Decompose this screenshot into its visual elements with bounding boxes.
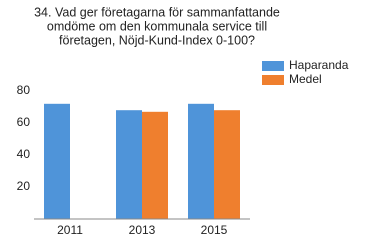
bar [188, 103, 214, 219]
bar [214, 110, 240, 219]
legend-swatch [262, 75, 284, 85]
y-tick-label: 80 [17, 83, 31, 97]
y-tick-label: 20 [17, 179, 31, 193]
bar [142, 111, 168, 219]
bar [116, 110, 142, 219]
chart-title: 34. Vad ger företagarna för sammanfattan… [34, 5, 280, 19]
chart-title: omdöme om den kommunala service till [47, 19, 267, 33]
legend-swatch [262, 61, 284, 71]
x-tick-label: 2013 [129, 223, 156, 237]
bar [44, 103, 70, 219]
x-tick-label: 2011 [57, 223, 83, 237]
legend-label: Haparanda [289, 58, 349, 72]
y-tick-label: 40 [17, 147, 31, 161]
legend-label: Medel [289, 72, 322, 86]
y-tick-label: 60 [17, 115, 31, 129]
chart-title: företagen, Nöjd-Kund-Index 0-100? [59, 33, 255, 47]
x-tick-label: 2015 [201, 223, 228, 237]
